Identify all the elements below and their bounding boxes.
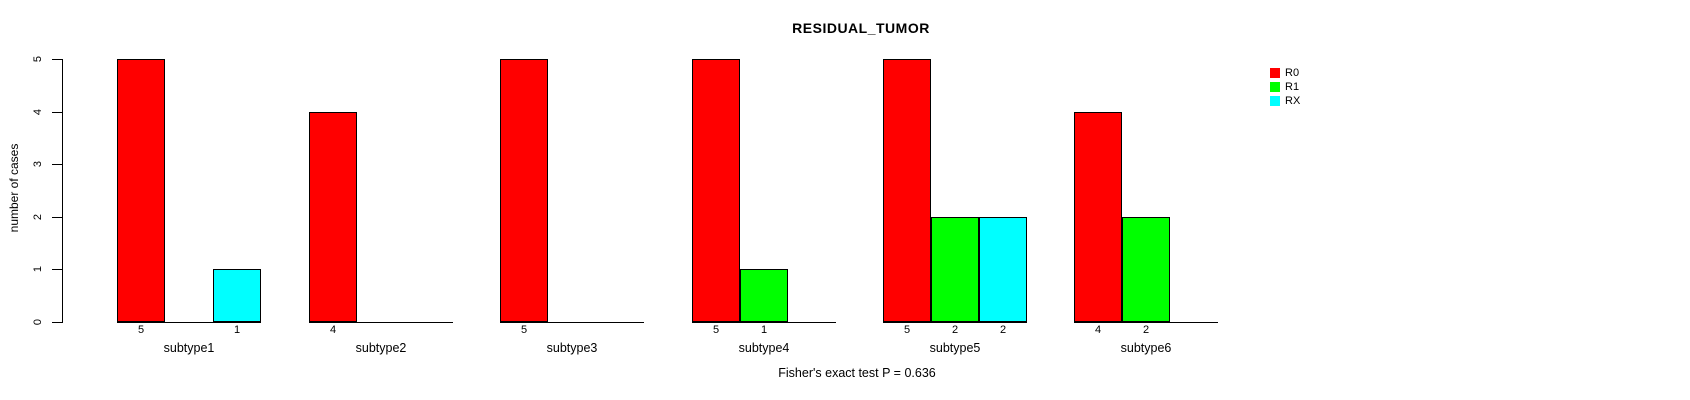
- legend: R0 R1 RX: [1270, 66, 1300, 108]
- legend-swatch-r0: [1270, 68, 1280, 78]
- y-tick-label: 1: [32, 265, 44, 273]
- bar-subtype6-r0: [1074, 112, 1122, 322]
- x-category-label-subtype5: subtype5: [929, 341, 981, 355]
- x-category-label-subtype1: subtype1: [163, 341, 215, 355]
- y-tick: [52, 112, 62, 113]
- x-axis-baseline: [117, 322, 261, 323]
- y-tick-label: 2: [32, 213, 44, 221]
- x-axis-baseline: [1074, 322, 1218, 323]
- bar-subtype1-rx: [213, 269, 261, 322]
- legend-label: R1: [1285, 81, 1300, 93]
- y-tick-label: 3: [32, 160, 44, 168]
- bar-subtype5-rx: [979, 217, 1027, 322]
- legend-label: RX: [1285, 95, 1301, 107]
- bar-value-label: 4: [329, 324, 337, 336]
- y-tick: [52, 217, 62, 218]
- bar-value-label: 2: [999, 324, 1007, 336]
- y-tick-label: 5: [32, 55, 44, 63]
- x-category-label-subtype3: subtype3: [546, 341, 598, 355]
- bar-subtype1-r0: [117, 59, 165, 322]
- y-tick: [52, 322, 62, 323]
- x-axis-baseline: [883, 322, 1027, 323]
- bar-subtype3-r0: [500, 59, 548, 322]
- legend-entry-r1: R1: [1270, 80, 1300, 94]
- bar-value-label: 5: [137, 324, 145, 336]
- y-axis-line: [62, 59, 63, 323]
- bar-subtype6-r1: [1122, 217, 1170, 322]
- bar-subtype4-r0: [692, 59, 740, 322]
- bar-subtype2-r0: [309, 112, 357, 322]
- bar-value-label: 4: [1094, 324, 1102, 336]
- x-category-label-subtype6: subtype6: [1120, 341, 1172, 355]
- chart-title: RESIDUAL_TUMOR: [792, 20, 930, 36]
- legend-label: R0: [1285, 67, 1300, 79]
- bar-value-label: 5: [903, 324, 911, 336]
- y-tick-label: 4: [32, 108, 44, 116]
- legend-entry-rx: RX: [1270, 94, 1300, 108]
- y-tick: [52, 269, 62, 270]
- x-category-label-subtype4: subtype4: [738, 341, 790, 355]
- bar-value-label: 2: [1142, 324, 1150, 336]
- bar-subtype5-r0: [883, 59, 931, 322]
- x-axis-baseline: [500, 322, 644, 323]
- x-category-label-subtype2: subtype2: [355, 341, 407, 355]
- y-tick-label: 0: [32, 318, 44, 326]
- bar-value-label: 1: [233, 324, 241, 336]
- bar-subtype4-r1: [740, 269, 788, 322]
- fisher-test-annotation: Fisher's exact test P = 0.636: [778, 366, 936, 380]
- legend-swatch-r1: [1270, 82, 1280, 92]
- x-axis-baseline: [692, 322, 836, 323]
- bar-subtype5-r1: [931, 217, 979, 322]
- bar-value-label: 5: [520, 324, 528, 336]
- legend-swatch-rx: [1270, 96, 1280, 106]
- legend-entry-r0: R0: [1270, 66, 1300, 80]
- x-axis-baseline: [309, 322, 453, 323]
- bar-value-label: 5: [712, 324, 720, 336]
- y-axis-label: number of cases: [7, 143, 21, 233]
- y-tick: [52, 59, 62, 60]
- y-tick: [52, 164, 62, 165]
- bar-value-label: 1: [760, 324, 768, 336]
- bar-value-label: 2: [951, 324, 959, 336]
